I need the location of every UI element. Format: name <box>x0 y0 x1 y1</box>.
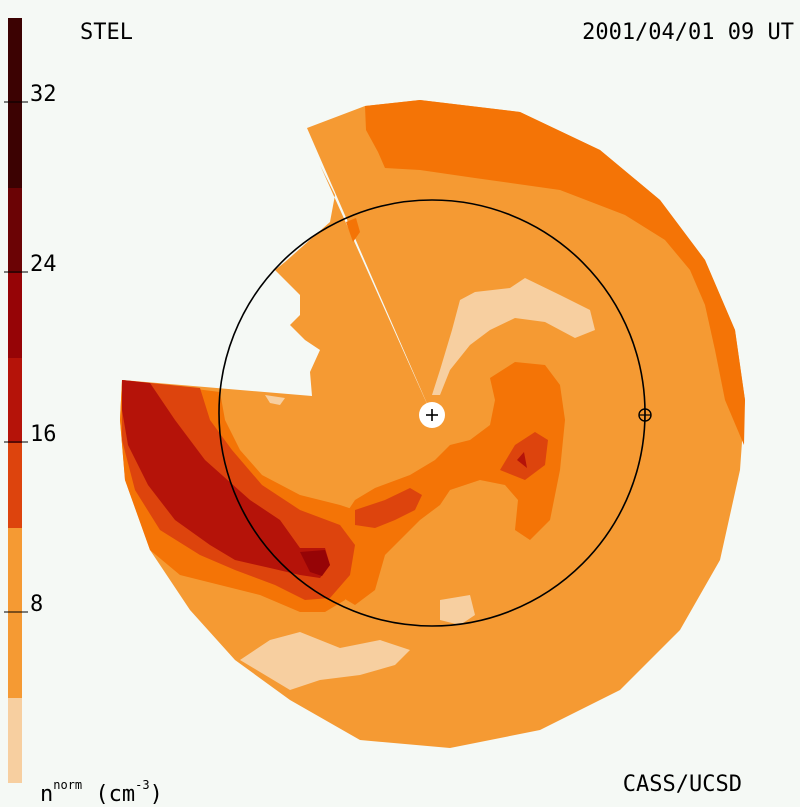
timestamp-label: 2001/04/01 09 UT <box>582 20 794 45</box>
contour-level-3-small <box>433 465 440 492</box>
contour-level-5-left <box>122 380 330 578</box>
contour-level-1-spot-left <box>265 395 285 405</box>
contour-level-4-mid <box>355 488 422 528</box>
colorbar-tick-label-8: 8 <box>30 592 44 617</box>
colorbar-band-6 <box>8 273 22 358</box>
contour-level-6-left <box>300 550 330 576</box>
colorbar-band-5 <box>8 358 22 443</box>
colorbar-unit-label: nnorm (cm-3) <box>40 778 163 807</box>
colorbar-band-7 <box>8 188 22 273</box>
colorbar <box>4 18 28 783</box>
colorbar-tick-label-32: 32 <box>30 82 57 107</box>
credit-label: CASS/UCSD <box>622 772 742 797</box>
earth-marker <box>638 408 652 422</box>
colorbar-band-2 <box>8 528 22 698</box>
sun-marker <box>419 402 445 428</box>
colorbar-tick-label-24: 24 <box>30 252 57 277</box>
colorbar-band-4 <box>8 443 22 528</box>
contour-level-1-upper <box>432 278 595 395</box>
contour-spot-top <box>346 218 360 242</box>
colorbar-band-8 <box>8 18 22 188</box>
contour-level-3-center <box>320 362 565 605</box>
contour-level-5-right <box>517 452 527 468</box>
colorbar-tick-label-16: 16 <box>30 422 57 447</box>
instrument-label: STEL <box>80 20 133 45</box>
colorbar-band-1 <box>8 698 22 783</box>
contour-level-3-outer <box>365 100 745 445</box>
contour-level-1-lower-left <box>240 632 410 690</box>
contour-level-1-lower-mid <box>440 595 475 625</box>
